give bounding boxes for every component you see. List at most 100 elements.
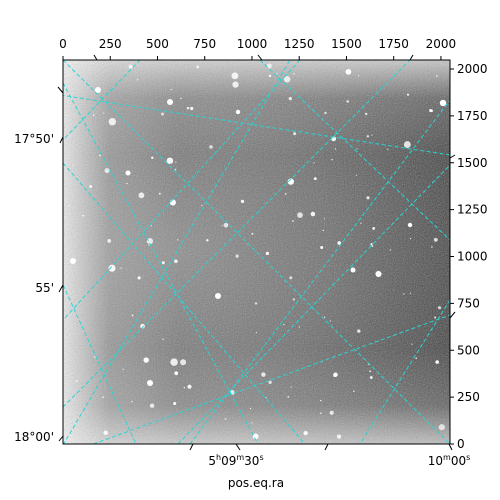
star xyxy=(365,112,368,116)
star xyxy=(209,145,213,149)
star xyxy=(324,111,327,115)
star xyxy=(161,261,165,265)
grid-line-2 xyxy=(63,60,291,444)
star xyxy=(175,161,177,163)
star xyxy=(137,79,139,81)
star xyxy=(284,193,287,195)
dec-tick-0 xyxy=(57,86,64,94)
star xyxy=(355,174,358,176)
y-right-tick-label-7: 1750 xyxy=(457,109,488,123)
star xyxy=(128,64,133,69)
pixel-y-axis: 0 250 500 750 1000 1250 1500 1750 2000 xyxy=(450,62,488,451)
star xyxy=(357,329,361,333)
star xyxy=(137,276,141,280)
bright-star-6 xyxy=(70,258,76,264)
ra-tick-1 xyxy=(235,443,241,451)
star xyxy=(323,218,325,220)
star xyxy=(303,430,308,436)
star xyxy=(254,302,258,305)
y-right-tick-label-4: 1000 xyxy=(457,250,488,264)
star xyxy=(337,241,342,245)
frame-tick-3 xyxy=(409,54,414,61)
star xyxy=(411,343,413,345)
star xyxy=(224,418,227,420)
x-top-tick-label-2: 500 xyxy=(146,37,169,51)
dec-tick-3 xyxy=(58,435,64,442)
star xyxy=(329,410,334,415)
dec-tick-2 xyxy=(58,284,64,293)
bright-star-2 xyxy=(215,293,221,299)
star xyxy=(162,338,164,340)
star xyxy=(283,76,291,83)
grid-line-10 xyxy=(259,60,450,241)
x-top-tick-label-6: 1500 xyxy=(331,37,362,51)
star xyxy=(150,224,153,227)
dec-tick-label-1: 17°50' xyxy=(14,132,54,146)
y-right-tick-label-6: 1500 xyxy=(457,156,488,170)
x-top-tick-label-3: 750 xyxy=(193,37,216,51)
star xyxy=(415,357,417,360)
star xyxy=(252,433,259,440)
star xyxy=(108,117,117,126)
star xyxy=(334,148,337,150)
star xyxy=(287,396,290,398)
star xyxy=(255,332,257,334)
star xyxy=(409,292,412,294)
grid-line-8 xyxy=(189,99,450,444)
y-right-tick-label-1: 250 xyxy=(457,390,480,404)
star xyxy=(366,135,370,138)
star xyxy=(251,232,254,235)
star xyxy=(223,222,229,228)
star xyxy=(180,359,187,366)
star xyxy=(173,401,177,406)
y-right-tick-label-5: 1250 xyxy=(457,203,488,217)
bright-star-0 xyxy=(95,87,101,93)
star xyxy=(433,237,438,242)
star xyxy=(131,314,134,317)
star xyxy=(403,293,405,295)
star xyxy=(103,430,108,436)
star xyxy=(435,360,440,364)
star xyxy=(297,212,303,218)
star xyxy=(375,270,382,278)
star xyxy=(434,316,437,319)
grid-line-6 xyxy=(63,94,450,156)
star xyxy=(293,72,295,75)
pixel-x-axis: 0 250 500 750 1000 1250 1500 1750 2000 xyxy=(59,37,456,60)
star xyxy=(143,357,149,363)
bright-star-5 xyxy=(125,170,131,176)
star xyxy=(158,192,161,195)
star xyxy=(166,157,174,164)
x-top-tick-label-5: 1250 xyxy=(284,37,315,51)
star xyxy=(170,88,172,91)
grid-line-1 xyxy=(63,284,137,444)
star xyxy=(174,371,179,376)
star xyxy=(292,220,294,222)
star xyxy=(435,75,438,77)
star xyxy=(310,211,316,217)
grid-line-3 xyxy=(91,314,450,444)
star xyxy=(406,93,410,96)
x-top-tick-label-8: 2000 xyxy=(426,37,457,51)
star xyxy=(298,326,300,328)
x-top-tick-label-7: 1750 xyxy=(378,37,409,51)
star xyxy=(333,372,338,377)
ra-tick-3 xyxy=(448,443,453,451)
bright-star-3 xyxy=(147,380,153,386)
star xyxy=(357,74,360,77)
star xyxy=(371,134,373,136)
star xyxy=(320,412,322,415)
star xyxy=(206,239,209,242)
star xyxy=(231,72,239,80)
y-right-tick-label-3: 750 xyxy=(457,296,480,310)
star xyxy=(146,237,154,245)
star xyxy=(331,136,337,142)
star xyxy=(283,324,285,326)
star xyxy=(131,401,133,403)
star xyxy=(232,81,239,88)
frame-tick-2 xyxy=(257,54,263,61)
sky-image xyxy=(63,60,450,444)
star xyxy=(320,399,322,402)
star xyxy=(409,238,412,240)
star xyxy=(320,246,324,249)
